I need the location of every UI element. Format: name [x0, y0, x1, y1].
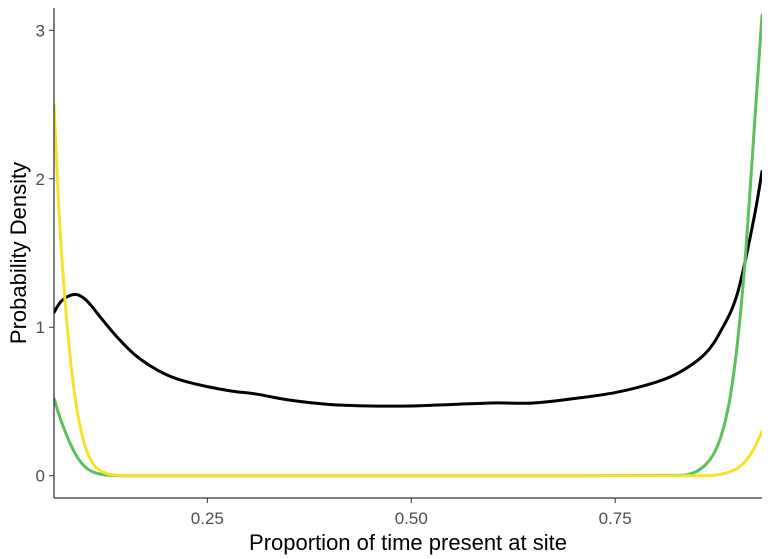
- y-tick-label: 0: [36, 467, 45, 486]
- y-axis-title: Probability Density: [6, 162, 31, 344]
- density-series-line-1: [54, 169, 762, 408]
- ticks-layer: 0.25 0.50 0.75 0 1 2 3: [36, 21, 632, 528]
- x-tick-label: 0.25: [191, 509, 224, 528]
- y-tick-label: 1: [36, 318, 45, 337]
- series-layer: [54, 13, 762, 478]
- x-axis-title: Proportion of time present at site: [249, 530, 567, 555]
- y-tick-label: 3: [36, 21, 45, 40]
- x-tick-label: 0.75: [599, 509, 632, 528]
- x-tick-label: 0.50: [395, 509, 428, 528]
- y-tick-label: 2: [36, 170, 45, 189]
- density-series-line-3: [54, 103, 762, 478]
